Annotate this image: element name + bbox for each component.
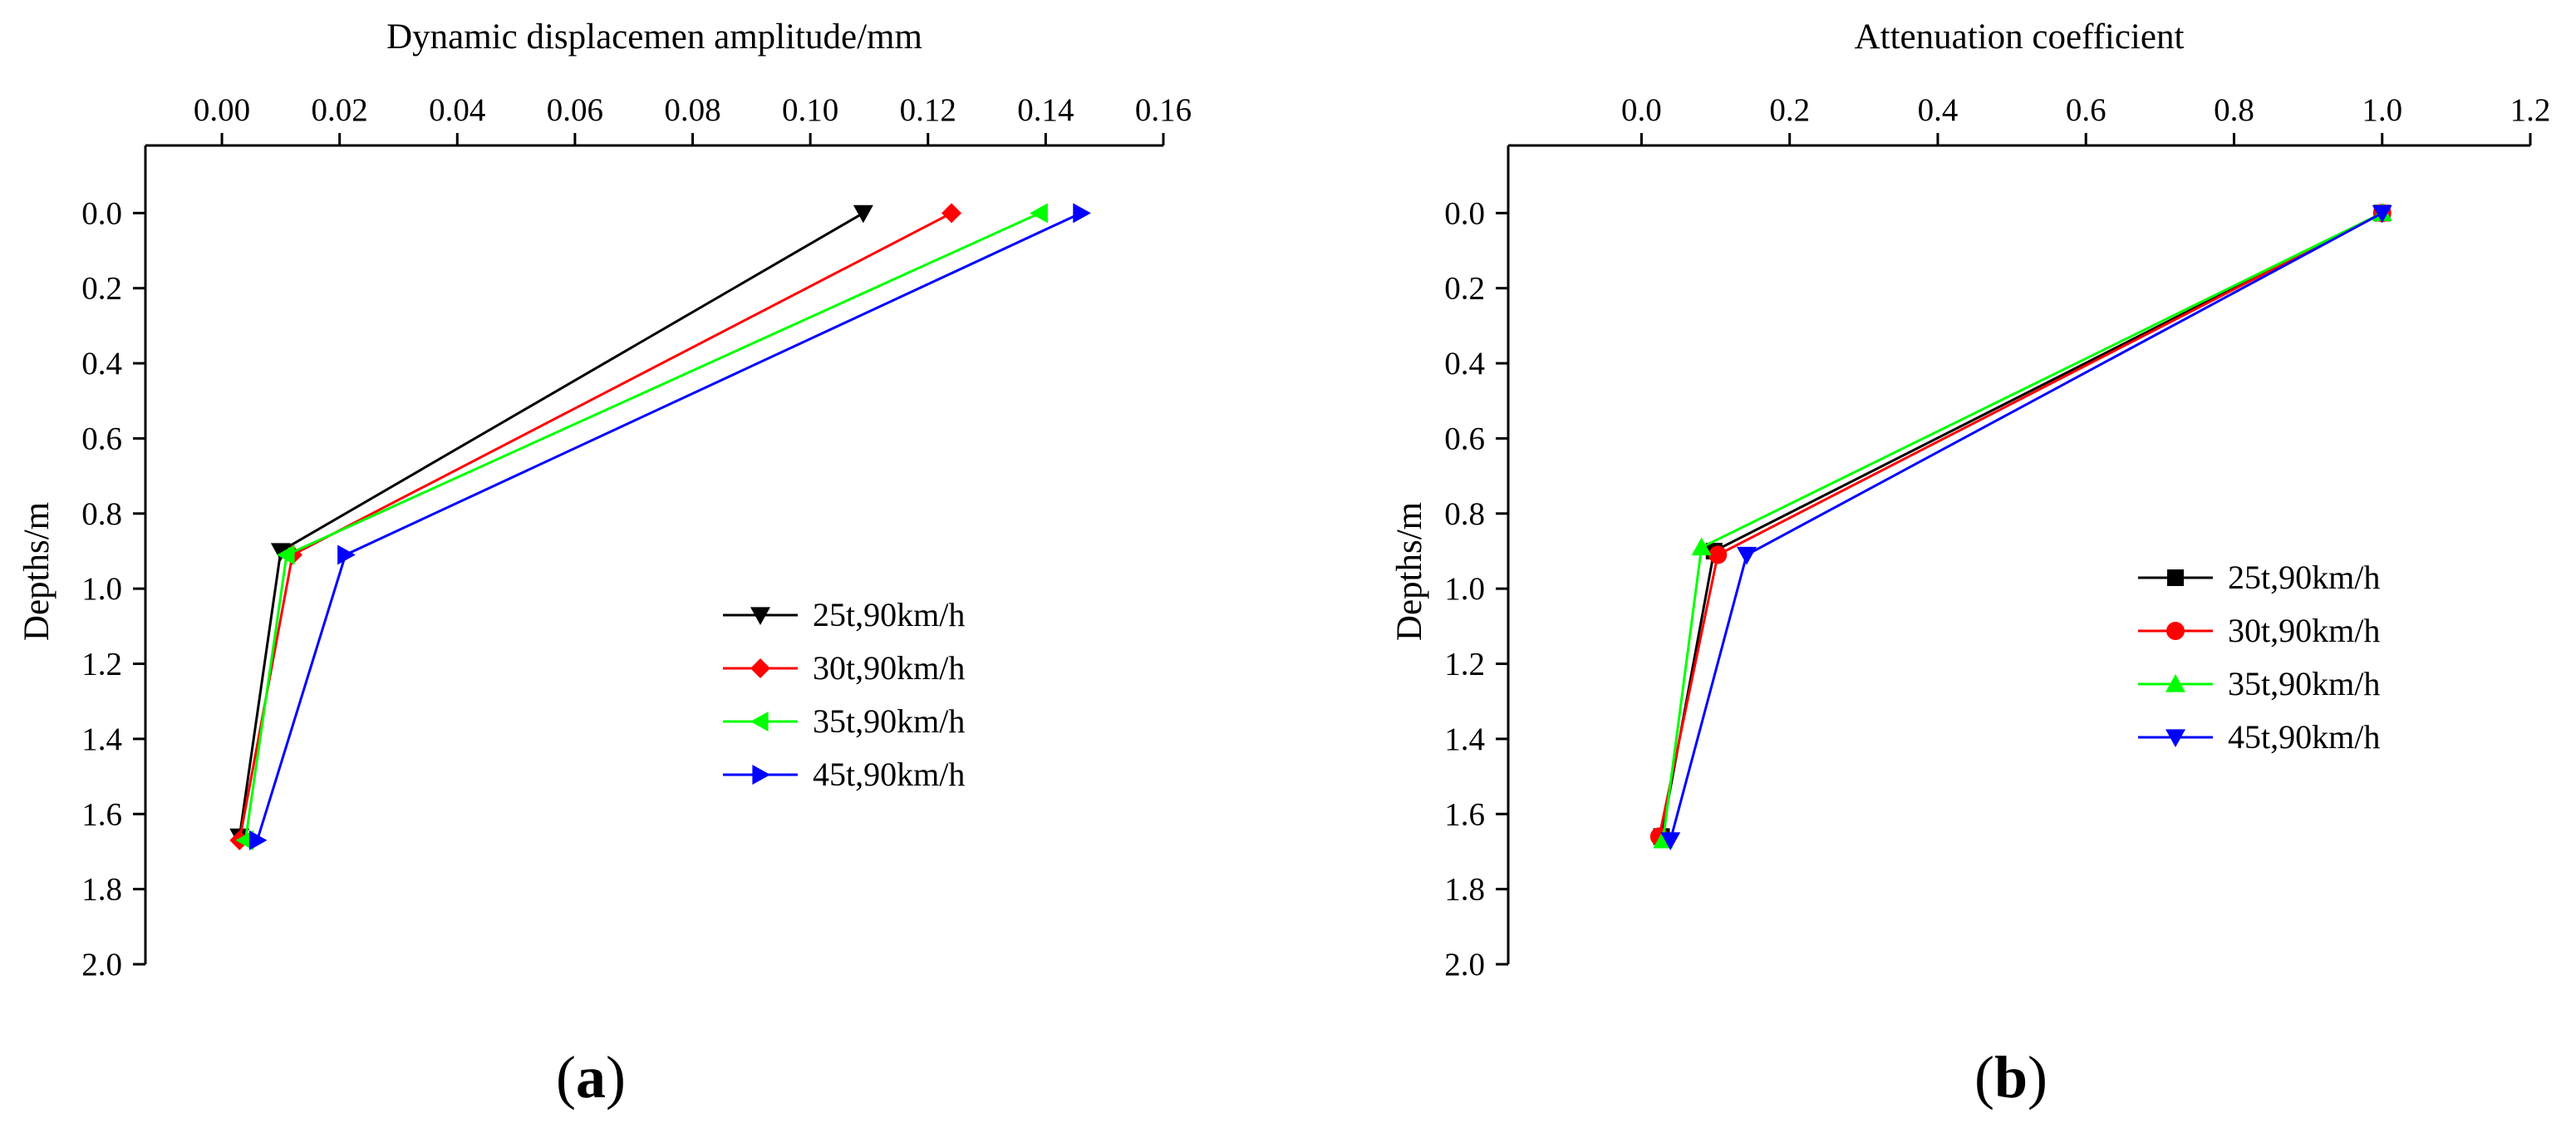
data-point [276,544,295,565]
y-tick-label: 0.6 [81,421,122,456]
x-tick-label: 0.2 [1769,92,1810,128]
legend: 25t,90km/h 30t,90km/h 35t,90km/h 45t,90km/h [723,596,965,793]
x-tick-label: 0.0 [1621,92,1662,128]
series-25t,90km/h [229,204,873,847]
series-line [243,211,1040,841]
y-tick-label: 1.2 [81,647,122,682]
data-point [337,544,356,565]
y-tick-label: 2.0 [1444,947,1485,983]
legend-label: 25t,90km/h [2228,559,2380,596]
x-tick-label: 0.00 [194,92,250,128]
panel-label: (b) [1974,1044,2048,1111]
data-point [1073,203,1091,224]
y-tick-label: 1.8 [1444,872,1485,908]
legend-label: 35t,90km/h [2228,665,2380,702]
x-tick-label: 0.14 [1017,92,1074,128]
y-tick-label: 1.8 [81,872,122,908]
data-point [248,830,268,850]
data-point [2372,204,2392,224]
y-axis-title: Depths/m [17,502,57,641]
data-point [1660,832,1681,850]
y-tick-label: 0.0 [1444,195,1485,231]
data-point [941,203,962,224]
y-tick-label: 1.6 [1444,796,1485,832]
data-point [270,543,291,561]
legend-label: 25t,90km/h [813,596,965,633]
legend-label: 30t,90km/h [2228,612,2380,649]
y-tick-label: 0.2 [81,271,122,307]
series-35t,90km/h [235,203,1048,850]
series-30t,90km/h [229,203,962,850]
x-tick-label: 1.2 [2510,92,2551,128]
legend-marker [2166,729,2185,747]
legend-marker [750,712,769,731]
y-tick-label: 0.4 [81,346,122,382]
data-point [235,830,253,850]
chart-panel-a: 0.00 0.02 0.04 0.06 0.08 0.10 0.12 0.14 0.16 0.0 0… [17,17,1192,1111]
x-tick-label: 0.10 [782,92,838,128]
y-tick-label: 1.0 [81,571,122,607]
y-tick-label: 1.6 [81,796,122,832]
legend-marker [750,607,770,625]
legend-marker [750,658,770,678]
x-tick-label: 0.4 [1918,92,1959,128]
y-tick-label: 0.0 [81,195,122,231]
y-tick-label: 1.2 [1444,647,1485,682]
series-45t,90km/h [248,203,1091,850]
legend-label: 35t,90km/h [813,702,965,740]
x-tick-label: 0.12 [900,92,956,128]
panel-label: (a) [556,1044,626,1111]
series-45t,90km/h [1660,204,2392,850]
y-tick-label: 0.2 [1444,271,1485,307]
y-tick-label: 1.4 [81,722,122,757]
legend-marker [2166,622,2185,640]
data-point [1708,545,1728,564]
y-tick-label: 0.8 [1444,496,1485,532]
y-tick-label: 0.4 [1444,346,1485,382]
data-point [1030,203,1048,224]
legend-label: 45t,90km/h [2228,718,2380,756]
x-tick-label: 0.6 [2066,92,2107,128]
series-line [256,211,1082,841]
chart-panel-b: 0.0 0.2 0.4 0.6 0.8 1.0 1.2 0.0 0.2 0.4 0.6 0.8 1.0 1… [1390,17,2550,1111]
y-tick-label: 1.4 [1444,722,1485,757]
data-point [853,204,873,224]
y-tick-label: 0.6 [1444,421,1485,456]
x-tick-label: 0.02 [312,92,368,128]
y-tick-label: 2.0 [81,947,122,983]
y-axis-title: Depths/m [1390,502,1429,641]
legend-label: 45t,90km/h [813,756,965,793]
legend-label: 30t,90km/h [813,649,965,687]
x-tick-label: 0.08 [664,92,720,128]
x-tick-label: 0.04 [429,92,485,128]
x-axis-title: Dynamic displacemen amplitude/mm [386,17,922,57]
x-axis-title: Attenuation coefficient [1855,17,2185,57]
data-point [1737,546,1757,565]
legend-marker [2167,569,2184,586]
x-tick-label: 0.8 [2214,92,2254,128]
x-tick-label: 1.0 [2362,92,2402,128]
legend-marker [752,765,770,785]
data-point [1691,537,1712,556]
x-tick-label: 0.06 [547,92,603,128]
legend-marker [2166,674,2185,692]
y-tick-label: 1.0 [1444,571,1485,607]
y-tick-label: 0.8 [81,496,122,532]
legend: 25t,90km/h 30t,90km/h 35t,90km/h 45t,90km/h [2138,559,2380,756]
x-tick-label: 0.16 [1135,92,1192,128]
